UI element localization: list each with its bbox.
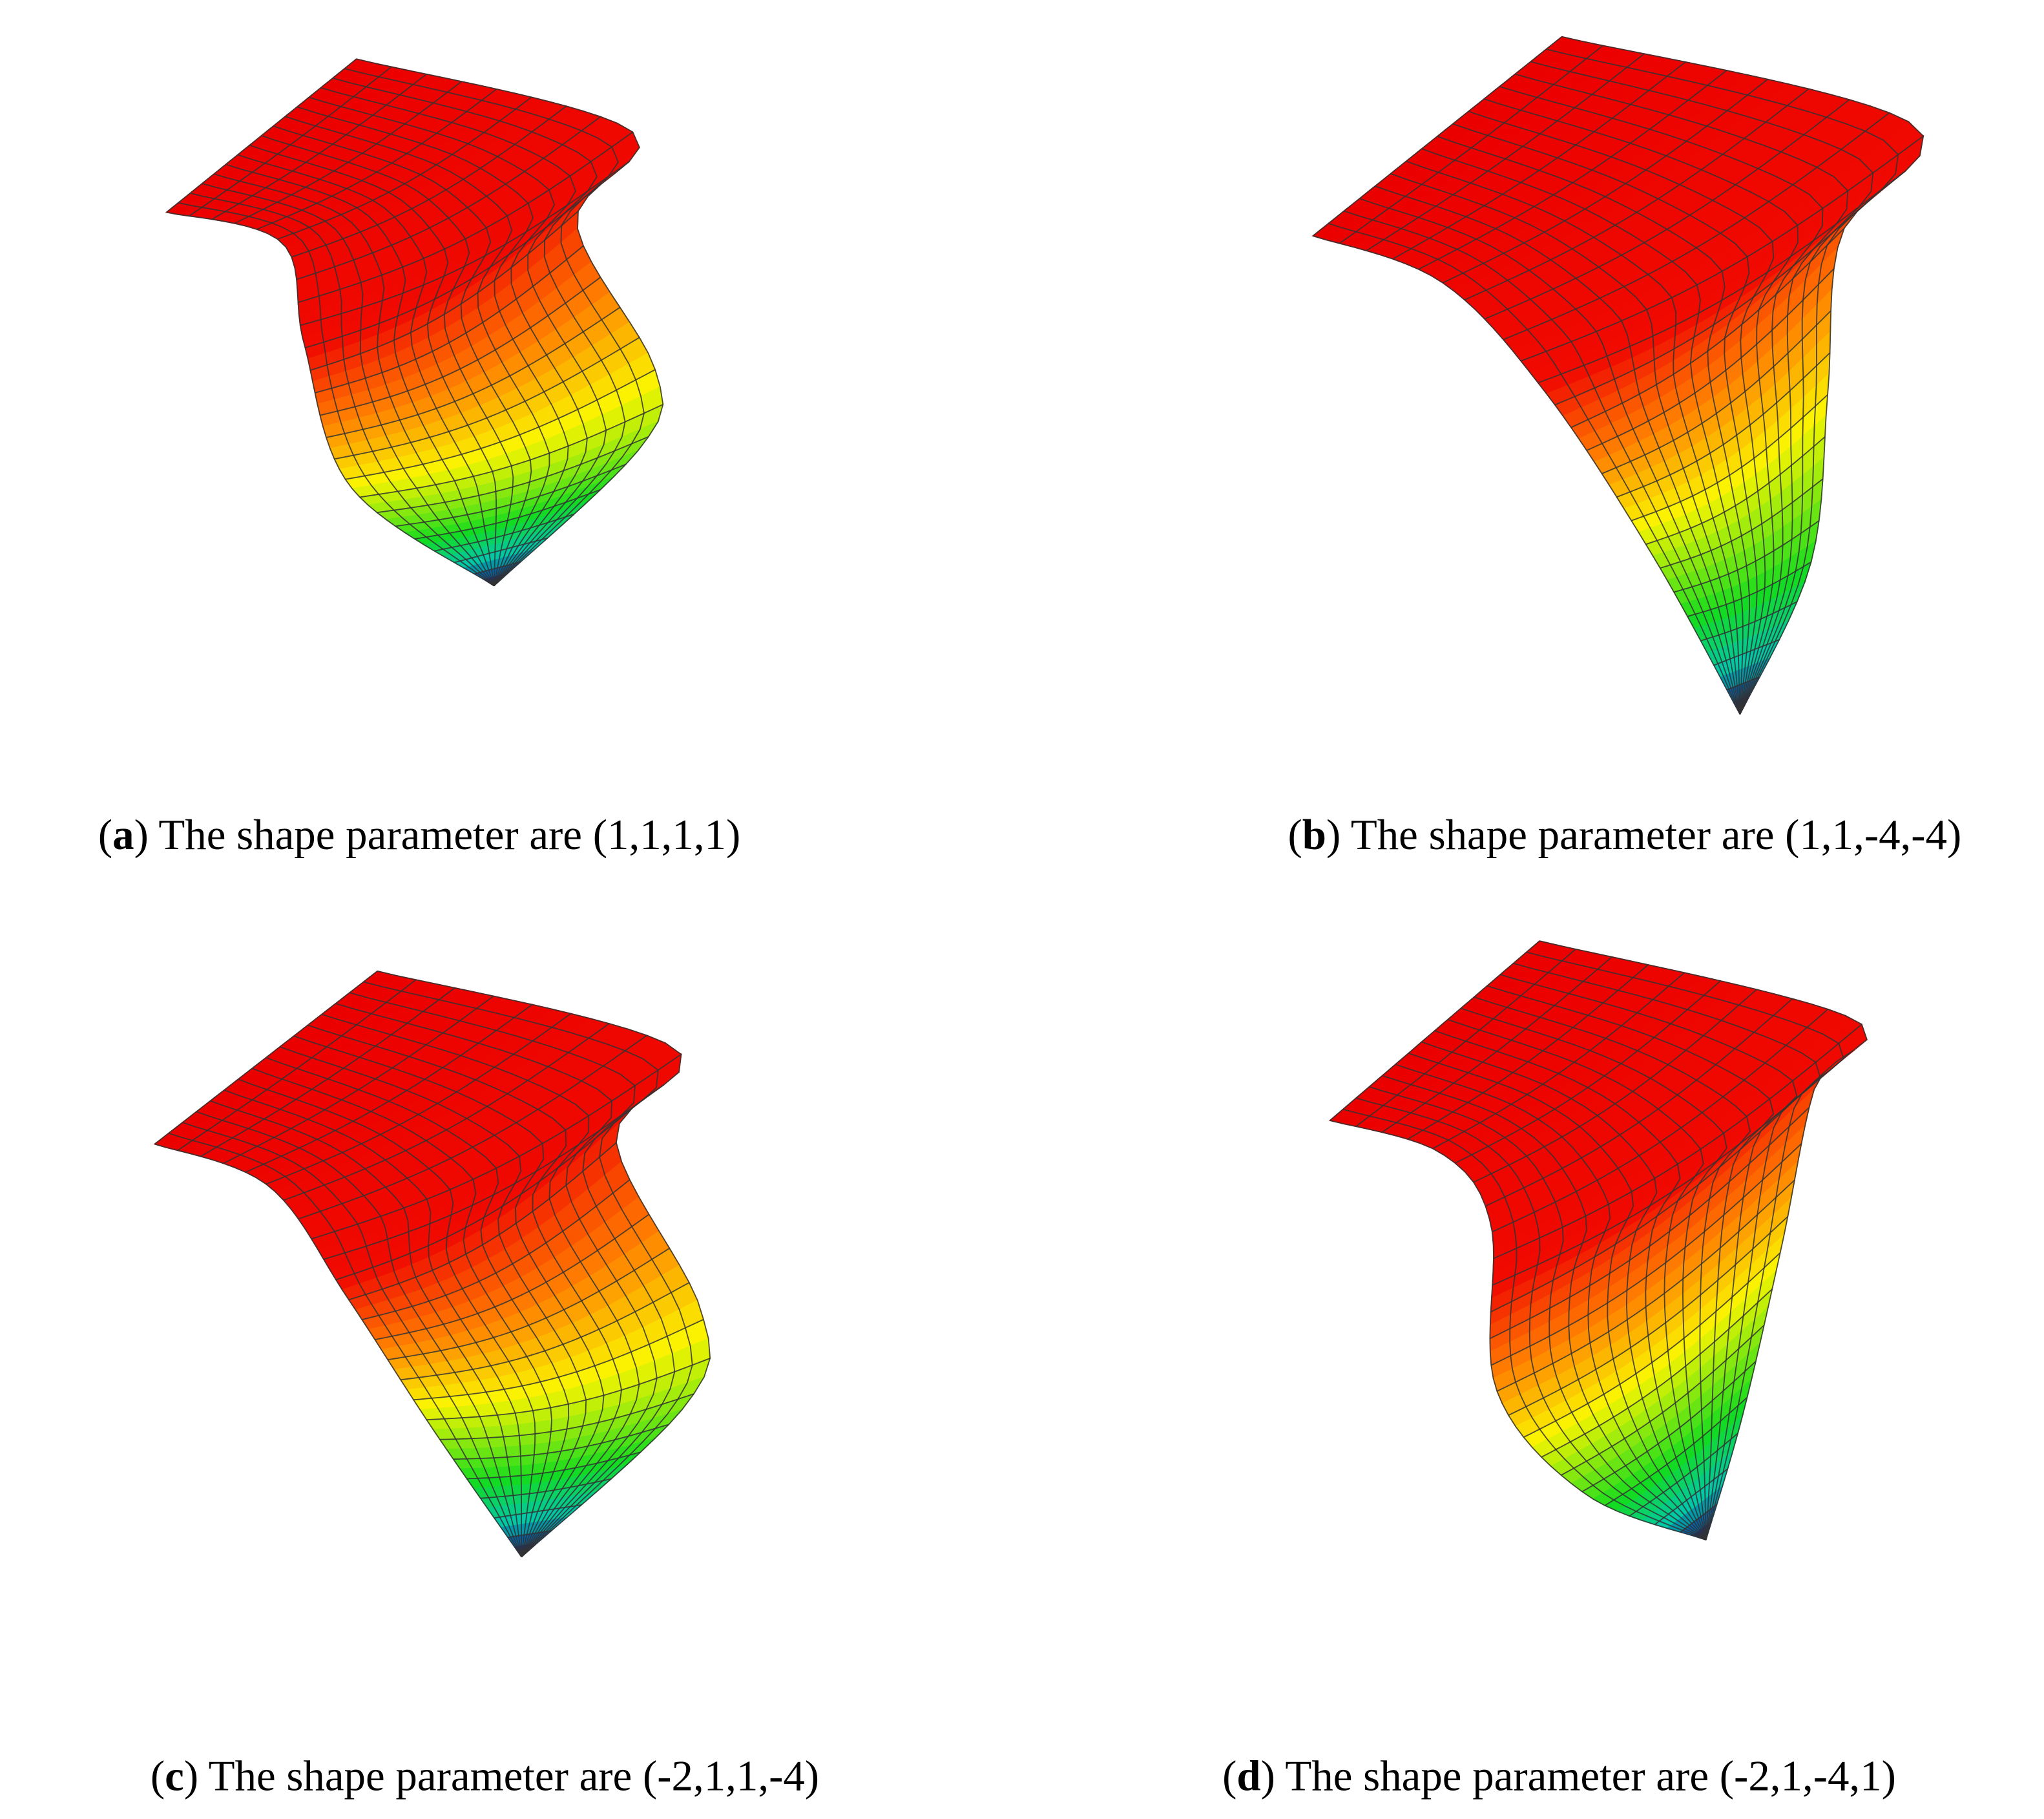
surface-cell	[516, 1445, 526, 1457]
surface-cell	[510, 1455, 519, 1467]
surface-cell	[1757, 573, 1762, 593]
surface-cell	[517, 1465, 526, 1477]
caption-prefix: (	[1288, 811, 1302, 859]
caption-text: ) The shape parameter are (1,1,-4,-4)	[1326, 811, 1961, 859]
caption-prefix: (	[151, 1752, 165, 1800]
surface-cell	[524, 1433, 534, 1446]
surface-cell	[524, 1444, 534, 1456]
caption-prefix: (	[98, 811, 112, 859]
caption: (b) The shape parameter are (1,1,-4,-4)	[1288, 811, 1962, 859]
caption: (a) The shape parameter are (1,1,1,1)	[98, 811, 740, 859]
caption-label: c	[165, 1752, 184, 1800]
caption-text: ) The shape parameter are (-2,1,1,-4)	[184, 1752, 819, 1800]
surface-cell	[511, 1465, 520, 1477]
caption-text: ) The shape parameter are (1,1,1,1)	[134, 811, 741, 859]
surface-cell	[512, 1475, 520, 1487]
surface-cell	[514, 1484, 521, 1496]
surface-cell	[508, 1446, 519, 1458]
surface	[165, 58, 664, 587]
caption-label: a	[112, 811, 134, 859]
surface-cell	[523, 1422, 534, 1436]
caption-label: b	[1302, 811, 1326, 859]
surface-cell	[541, 1420, 552, 1434]
surface-cell	[539, 1407, 552, 1423]
surface-cell	[517, 1455, 526, 1467]
caption: (c) The shape parameter are (-2,1,1,-4)	[151, 1752, 819, 1800]
surface-cell	[532, 1421, 543, 1435]
surface-cell	[532, 1432, 542, 1446]
